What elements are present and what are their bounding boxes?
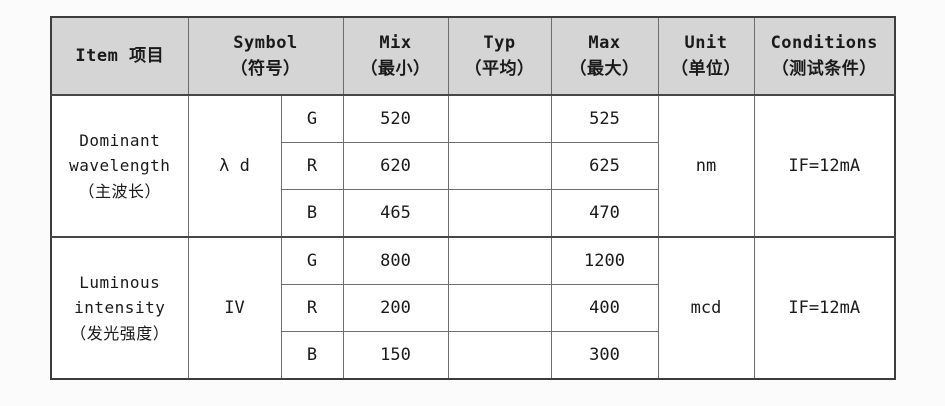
header-conditions-cell: Conditions （测试条件） bbox=[753, 16, 896, 96]
min-value-cell: 465 bbox=[342, 189, 449, 238]
table-row: Luminous intensity （发光强度） IV G 800 1200 … bbox=[50, 236, 896, 380]
color-cell: R bbox=[280, 284, 344, 332]
item-cell-luminous-intensity: Luminous intensity （发光强度） bbox=[50, 236, 189, 380]
typ-value-cell bbox=[447, 236, 552, 285]
conditions-cell: IF=12mA bbox=[753, 94, 896, 238]
typ-value-cell bbox=[447, 142, 552, 190]
typ-value-cell bbox=[447, 284, 552, 332]
symbol-cell: IV bbox=[187, 236, 282, 380]
symbol-cell: λ d bbox=[187, 94, 282, 238]
header-unit-cell: Unit （单位） bbox=[657, 16, 755, 96]
table-row: R 200 400 bbox=[51, 284, 895, 332]
header-typ-cell: Typ （平均） bbox=[447, 16, 552, 96]
max-value-cell: 1200 bbox=[550, 236, 659, 285]
typ-value-cell bbox=[447, 94, 552, 143]
max-value-cell: 470 bbox=[550, 189, 659, 238]
table-row: B 150 300 bbox=[51, 331, 895, 380]
table-row: B 465 470 bbox=[51, 189, 895, 238]
typ-value-cell bbox=[447, 331, 552, 380]
table-row: R 620 625 bbox=[51, 142, 895, 190]
max-value-cell: 400 bbox=[550, 284, 659, 332]
table-header-row: Item 项目 Symbol （符号） Mix （最小） Typ （平均） Ma… bbox=[50, 16, 896, 96]
header-item-cell: Item 项目 bbox=[50, 16, 189, 96]
unit-cell: mcd bbox=[657, 236, 755, 380]
led-spec-table: Item 项目 Symbol （符号） Mix （最小） Typ （平均） Ma… bbox=[50, 16, 896, 380]
conditions-cell: IF=12mA bbox=[753, 236, 896, 380]
header-min-cell: Mix （最小） bbox=[342, 16, 449, 96]
unit-cell: nm bbox=[657, 94, 755, 238]
color-cell: G bbox=[280, 94, 344, 143]
color-cell: R bbox=[280, 142, 344, 190]
color-cell: B bbox=[280, 189, 344, 238]
header-symbol-cell: Symbol （符号） bbox=[187, 16, 344, 96]
min-value-cell: 520 bbox=[342, 94, 449, 143]
table-row: Dominant wavelength （主波长） λ d G 520 525 … bbox=[50, 94, 896, 238]
item-cell-dominant-wavelength: Dominant wavelength （主波长） bbox=[50, 94, 189, 238]
color-cell: B bbox=[280, 331, 344, 380]
min-value-cell: 620 bbox=[342, 142, 449, 190]
max-value-cell: 525 bbox=[550, 94, 659, 143]
color-cell: G bbox=[280, 236, 344, 285]
max-value-cell: 625 bbox=[550, 142, 659, 190]
header-max-cell: Max （最大） bbox=[550, 16, 659, 96]
max-value-cell: 300 bbox=[550, 331, 659, 380]
min-value-cell: 150 bbox=[342, 331, 449, 380]
typ-value-cell bbox=[447, 189, 552, 238]
min-value-cell: 800 bbox=[342, 236, 449, 285]
min-value-cell: 200 bbox=[342, 284, 449, 332]
